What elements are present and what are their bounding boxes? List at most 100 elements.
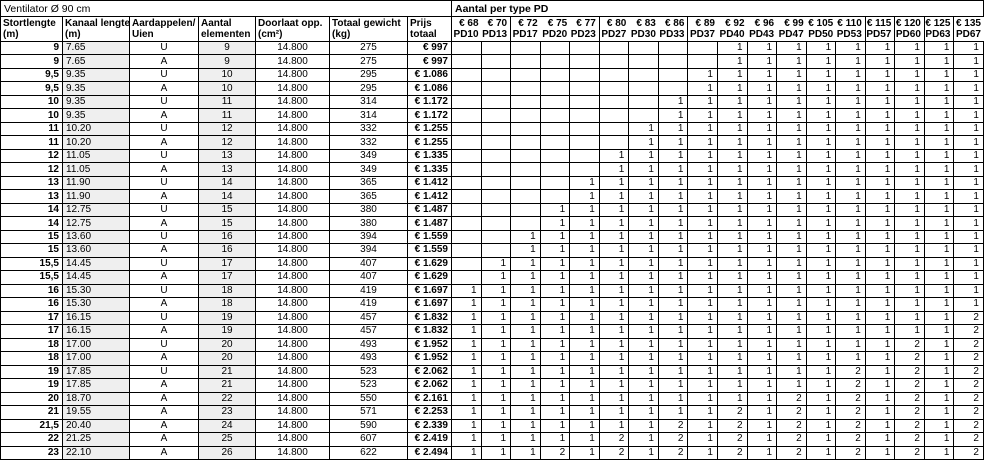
cell-count-pd23: 1: [570, 352, 600, 366]
cell-count-pd10: 1: [452, 365, 482, 380]
cell-count-pd50: 1: [806, 338, 837, 353]
cell-kanaal-lengte: 12.75: [63, 217, 130, 231]
cell-count-pd57: 1: [865, 446, 896, 460]
cell-count-pd13: 1: [481, 352, 512, 366]
column-header-pd13: € 70 PD13: [481, 17, 512, 42]
cell-count-pd40: 1: [717, 379, 748, 393]
cell-count-pd53: 1: [836, 42, 866, 56]
cell-count-pd43: 1: [747, 419, 778, 434]
cell-prijs-totaal: € 1.335: [408, 163, 452, 177]
cell-count-pd33: 1: [658, 176, 689, 191]
cell-prijs-totaal: € 1.952: [408, 352, 452, 366]
cell-count-pd43: 1: [747, 203, 778, 218]
cell-aantal-elementen: 16: [199, 244, 256, 258]
cell-count-pd67: 1: [954, 298, 984, 312]
pd-header-type: PD57: [866, 29, 892, 40]
cell-count-pd37: 1: [688, 433, 718, 447]
cell-count-pd67: 1: [954, 109, 984, 123]
cell-count-pd27: [599, 136, 630, 150]
cell-aardappelen-uien: A: [130, 244, 199, 258]
cell-count-pd37: 1: [688, 446, 718, 460]
cell-count-pd67: 1: [954, 217, 984, 231]
cell-count-pd47: 1: [777, 352, 807, 366]
cell-aardappelen-uien: A: [130, 109, 199, 123]
cell-count-pd47: 2: [777, 433, 807, 447]
cell-count-pd37: 1: [688, 406, 718, 420]
cell-count-pd60: 1: [895, 271, 925, 285]
cell-count-pd20: 1: [540, 379, 571, 393]
cell-count-pd53: 1: [836, 136, 866, 150]
cell-aantal-elementen: 21: [199, 365, 256, 380]
cell-count-pd10: [452, 42, 482, 56]
cell-count-pd53: 2: [836, 365, 866, 380]
cell-count-pd30: 1: [629, 406, 659, 420]
cell-count-pd17: [511, 149, 541, 164]
cell-count-pd20: 1: [540, 311, 571, 326]
cell-kanaal-lengte: 12.75: [63, 203, 130, 218]
cell-kanaal-lengte: 13.60: [63, 230, 130, 245]
cell-count-pd67: 2: [954, 325, 984, 339]
cell-count-pd13: [481, 203, 512, 218]
cell-count-pd63: 1: [924, 230, 955, 245]
cell-count-pd43: 1: [747, 257, 778, 272]
cell-count-pd47: 1: [777, 163, 807, 177]
cell-count-pd40: 1: [717, 244, 748, 258]
cell-doorlaat-opp: 14.800: [256, 149, 330, 164]
cell-count-pd13: [481, 163, 512, 177]
cell-count-pd10: 1: [452, 284, 482, 299]
cell-count-pd23: 1: [570, 446, 600, 460]
cell-count-pd43: 1: [747, 190, 778, 204]
cell-count-pd40: 1: [717, 82, 748, 96]
cell-aardappelen-uien: A: [130, 325, 199, 339]
cell-count-pd47: 1: [777, 217, 807, 231]
pd-header-type: PD27: [601, 29, 627, 40]
cell-count-pd27: [599, 68, 630, 83]
cell-count-pd53: 2: [836, 392, 866, 407]
cell-stortlengte: 18: [1, 338, 63, 353]
cell-count-pd37: 1: [688, 109, 718, 123]
cell-doorlaat-opp: 14.800: [256, 230, 330, 245]
cell-count-pd63: 1: [924, 217, 955, 231]
cell-count-pd50: 1: [806, 406, 837, 420]
cell-prijs-totaal: € 997: [408, 42, 452, 56]
cell-count-pd67: 2: [954, 352, 984, 366]
cell-count-pd67: 1: [954, 190, 984, 204]
cell-aantal-elementen: 15: [199, 217, 256, 231]
cell-count-pd40: 2: [717, 446, 748, 460]
column-header-totaal-gewicht-line2: (kg): [332, 29, 351, 40]
cell-stortlengte: 9,5: [1, 82, 63, 96]
cell-count-pd30: 1: [629, 284, 659, 299]
cell-count-pd60: 1: [895, 257, 925, 272]
cell-count-pd53: 1: [836, 176, 866, 191]
cell-stortlengte: 11: [1, 122, 63, 137]
cell-count-pd23: [570, 95, 600, 110]
cell-count-pd47: 1: [777, 244, 807, 258]
cell-count-pd37: 1: [688, 392, 718, 407]
column-header-pd60: € 120 PD60: [895, 17, 925, 42]
cell-count-pd50: 1: [806, 203, 837, 218]
cell-count-pd47: 1: [777, 42, 807, 56]
cell-totaal-gewicht: 365: [330, 190, 408, 204]
cell-count-pd43: 1: [747, 338, 778, 353]
cell-count-pd63: 1: [924, 190, 955, 204]
cell-prijs-totaal: € 1.086: [408, 82, 452, 96]
cell-count-pd30: 1: [629, 203, 659, 218]
cell-aardappelen-uien: A: [130, 379, 199, 393]
cell-count-pd17: [511, 122, 541, 137]
cell-count-pd57: 1: [865, 257, 896, 272]
cell-count-pd43: 1: [747, 244, 778, 258]
cell-stortlengte: 16: [1, 284, 63, 299]
cell-count-pd63: 1: [924, 122, 955, 137]
cell-aantal-elementen: 11: [199, 95, 256, 110]
cell-prijs-totaal: € 2.339: [408, 419, 452, 434]
cell-count-pd30: 1: [629, 271, 659, 285]
cell-count-pd60: 1: [895, 176, 925, 191]
cell-count-pd17: 1: [511, 311, 541, 326]
cell-count-pd43: 1: [747, 325, 778, 339]
cell-count-pd40: 1: [717, 190, 748, 204]
cell-doorlaat-opp: 14.800: [256, 338, 330, 353]
cell-count-pd27: 1: [599, 149, 630, 164]
cell-aantal-elementen: 14: [199, 176, 256, 191]
cell-aardappelen-uien: A: [130, 392, 199, 407]
cell-count-pd27: [599, 109, 630, 123]
